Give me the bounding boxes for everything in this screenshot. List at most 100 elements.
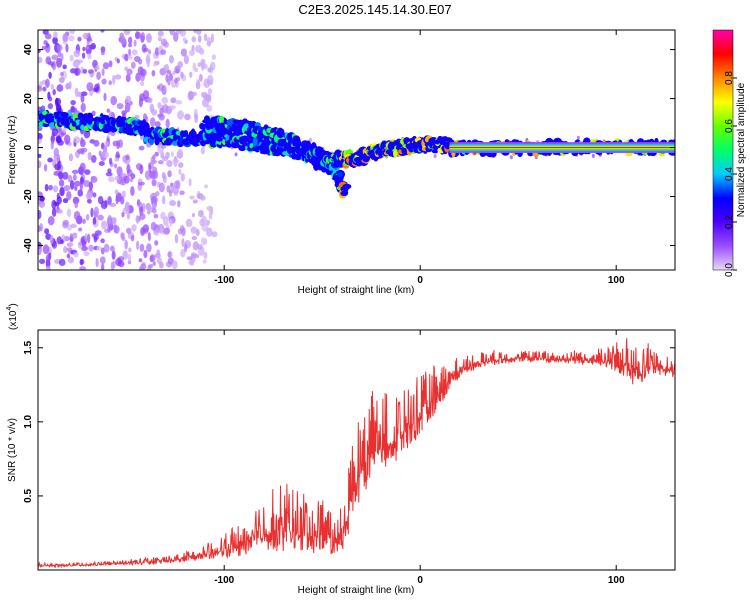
spectrogram-cell [42,110,48,116]
spectrogram-cell [38,225,42,233]
spectrogram-cell [591,153,595,158]
spectrogram-cell [107,168,112,174]
carrier-band-layer [449,147,675,149]
spectrogram-cell [106,108,111,113]
spectrogram-cell [177,110,184,120]
spectrogram-cell [62,64,67,70]
spectrogram-cell [126,212,131,220]
spectrogram-cell [65,43,69,53]
spectrogram-cell [77,36,82,42]
spectrogram-cell [194,113,199,124]
spectrogram-cell [195,228,200,237]
spectrogram-cell [103,243,110,253]
spectrogram-cell [97,214,104,221]
spectrogram-cell [122,207,130,214]
spectrogram-cell [206,227,213,237]
spectrogram-cell [130,173,136,179]
spectrogram-cell [211,231,218,238]
spectrogram-cell [139,243,145,252]
carrier-band [449,142,675,153]
spectrogram-cell [141,43,147,53]
spectrogram-cell [137,181,145,186]
spectrogram-cell [152,261,156,266]
spectrogram-cell [171,140,179,146]
spectrogram-cell [157,160,164,165]
snr-panel: -100 0 100 0.5 1.0 1.5 Height of straight li… [6,303,676,596]
spectrogram-cell [49,234,54,245]
spectrogram-cell [114,163,118,169]
spectrogram-cell [234,152,238,157]
y-tick-label: 20 [23,93,34,105]
spectrogram-cell [139,213,146,221]
spectrogram-cell [71,169,79,174]
spectrogram-cell [100,30,105,33]
spectrogram-cell [103,92,107,102]
spectrogram-cell [229,127,234,133]
spectrogram-cell [79,162,86,173]
chart-title: C2E3.2025.145.14.30.E07 [298,2,452,17]
spectrogram-cell [85,192,93,200]
spectrogram-cell [123,30,131,36]
spectrogram-cell [130,61,136,69]
spectrogram-cell [113,225,120,234]
spectrogram-cell [114,74,122,80]
spectrogram-cell [56,44,63,52]
spectrogram-cell [94,64,100,71]
spectrogram-cell [162,104,169,114]
spectrogram-cell [45,233,52,240]
spectrogram-cell [77,148,84,154]
spectrogram-cell [135,72,141,82]
spectrogram-cell [194,44,202,53]
spectrogram-cell [145,202,152,211]
spectrogram-cell [83,179,91,188]
spectrogram-cell [149,117,156,127]
spectrogram-cell [116,166,123,176]
spectrogram-cell [192,199,198,204]
spectrogram-cell [73,136,81,144]
spectrogram-cell [104,141,109,147]
spectrogram-cell [38,153,42,159]
spectrogram-cell [56,196,62,205]
spectrogram-cell [151,179,157,187]
spectrogram-cell [138,58,143,65]
spectrogram-cell [96,246,102,251]
spectrogram-cell [88,44,96,50]
spectrogram-cell [93,87,99,92]
spectrogram-cell [133,39,137,47]
spectrogram-cell [38,258,46,264]
spectrogram-cell [428,137,434,147]
x-tick-label: 0 [417,275,423,286]
colorbar-tick-label: 0.6 [724,119,735,133]
spectrogram-cell [52,36,58,45]
spectrogram-cell [43,163,48,172]
spectrogram-cell [202,259,207,264]
spectrogram-cell [189,49,195,57]
spectrogram-cell [189,195,195,200]
spectrogram-cell [112,74,116,85]
snr-frame [37,329,676,571]
spectrogram-cell [143,249,148,259]
spectrogram-cell [44,228,50,235]
spectrogram-cell [66,253,71,259]
spectrogram-cell [90,207,94,218]
spectrogram-cell [114,175,119,181]
spectrogram-cell [51,240,58,249]
spectrogram-cell [154,191,160,197]
spectrogram-cell [82,218,86,224]
spectrogram-cell [206,104,213,112]
spectrogram-cell [86,82,94,92]
spectrogram-cell [100,247,105,255]
spectrogram-cell [125,154,130,161]
spectrogram-cell [121,190,126,199]
spectrogram-cell [88,181,94,191]
spectrogram-cell [142,90,150,99]
spectrogram-cell [98,150,102,157]
spectrogram-cell [58,76,65,84]
spectrogram-cell [70,223,77,229]
colorbar-gradient [713,30,733,270]
spectrogram-cell [200,195,206,201]
colorbar-label: Normalized spectral amplitude [736,82,747,217]
spectrogram-cell [68,153,74,162]
spectrogram-cell [116,58,120,64]
